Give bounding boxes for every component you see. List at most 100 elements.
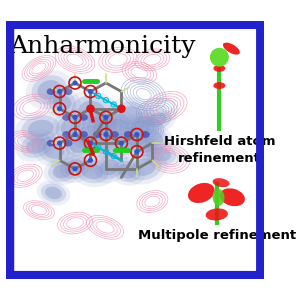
Ellipse shape [142,109,172,131]
Ellipse shape [120,150,168,184]
Ellipse shape [28,120,53,137]
Ellipse shape [119,106,143,125]
Ellipse shape [93,109,143,148]
Text: Anharmonicity: Anharmonicity [9,35,196,58]
Ellipse shape [81,109,129,143]
Text: Multipole refinement: Multipole refinement [138,229,296,242]
Ellipse shape [15,111,66,146]
Ellipse shape [16,129,57,162]
Ellipse shape [110,131,143,155]
Ellipse shape [62,114,71,121]
Ellipse shape [112,161,140,182]
Ellipse shape [53,164,71,178]
Ellipse shape [46,140,55,147]
Circle shape [57,140,62,146]
Ellipse shape [137,105,177,135]
Ellipse shape [116,135,137,151]
Ellipse shape [86,133,116,158]
Ellipse shape [213,82,225,89]
Ellipse shape [79,114,88,121]
Ellipse shape [135,139,153,153]
Ellipse shape [65,159,85,175]
Ellipse shape [105,127,148,160]
Ellipse shape [125,131,162,160]
Circle shape [119,140,124,146]
Ellipse shape [119,112,160,145]
Ellipse shape [62,131,71,138]
Circle shape [88,158,93,163]
Ellipse shape [126,154,162,180]
Ellipse shape [26,70,73,110]
Ellipse shape [65,135,93,156]
Ellipse shape [79,101,106,122]
Ellipse shape [70,139,88,153]
Ellipse shape [21,134,52,158]
Circle shape [117,104,126,113]
Ellipse shape [140,140,182,168]
Ellipse shape [53,95,71,111]
Ellipse shape [45,187,62,199]
Ellipse shape [72,96,113,127]
Ellipse shape [37,181,70,206]
Ellipse shape [70,121,105,148]
Text: Hirshfeld atom
refinement: Hirshfeld atom refinement [164,135,275,165]
Ellipse shape [60,155,90,179]
Ellipse shape [48,91,76,115]
Circle shape [88,140,93,146]
Ellipse shape [147,112,166,127]
Ellipse shape [37,136,70,164]
Ellipse shape [79,131,88,138]
Ellipse shape [212,189,224,206]
Ellipse shape [51,109,91,143]
Ellipse shape [188,183,214,203]
Ellipse shape [105,119,131,138]
Ellipse shape [94,155,124,179]
Circle shape [72,132,78,137]
Ellipse shape [99,159,119,175]
Ellipse shape [110,131,119,138]
Ellipse shape [213,65,225,72]
Ellipse shape [61,117,81,134]
Ellipse shape [32,132,75,168]
Ellipse shape [142,129,163,146]
Ellipse shape [93,131,102,138]
Ellipse shape [129,120,150,137]
Circle shape [134,132,140,137]
Circle shape [72,166,78,172]
Circle shape [88,89,93,94]
Circle shape [72,80,78,86]
Circle shape [57,106,62,111]
Circle shape [103,115,109,120]
Ellipse shape [32,75,67,104]
Ellipse shape [76,160,109,183]
Ellipse shape [26,138,47,154]
Ellipse shape [55,151,95,183]
Ellipse shape [124,131,133,138]
Ellipse shape [108,157,145,186]
Circle shape [57,89,62,94]
Ellipse shape [124,116,155,141]
Circle shape [134,149,140,154]
Ellipse shape [64,140,72,147]
Ellipse shape [220,188,245,206]
Ellipse shape [117,164,136,178]
Ellipse shape [76,125,100,144]
Ellipse shape [46,88,55,95]
Ellipse shape [61,132,98,160]
Ellipse shape [65,91,119,132]
Ellipse shape [81,129,121,162]
Ellipse shape [151,147,171,161]
Ellipse shape [43,158,81,185]
Circle shape [72,115,78,120]
Ellipse shape [99,114,137,143]
Ellipse shape [141,131,150,138]
Ellipse shape [64,88,72,95]
Ellipse shape [113,101,149,130]
Circle shape [86,104,95,113]
Ellipse shape [107,97,155,135]
Ellipse shape [136,124,168,150]
Ellipse shape [81,164,103,179]
Ellipse shape [91,137,111,154]
Ellipse shape [44,87,81,119]
Ellipse shape [48,161,76,182]
